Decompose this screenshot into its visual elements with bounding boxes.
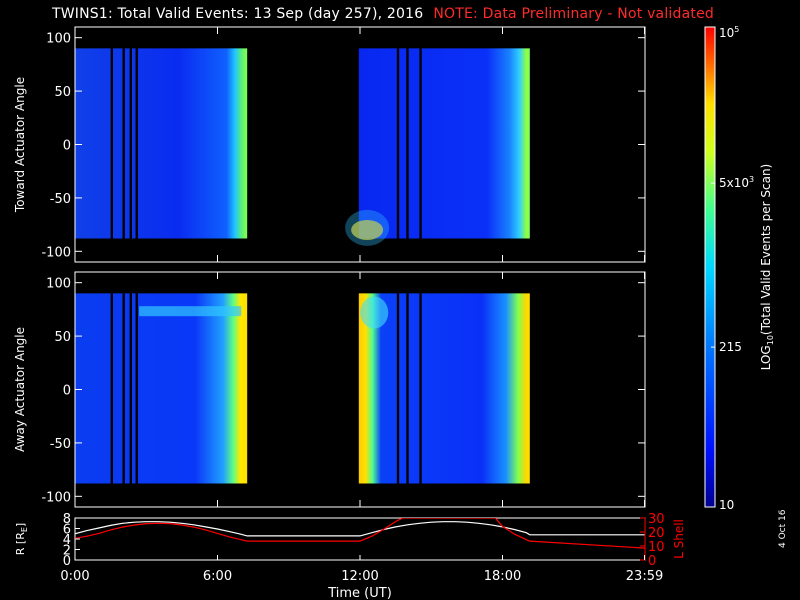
data-gap [129,48,132,239]
data-gap [110,293,113,484]
data-gap [110,48,113,239]
colorbar-tick-label: 10 [719,498,734,512]
data-gap [396,293,400,484]
data-gap [396,48,400,239]
data-gap [135,48,138,239]
colorbar: 105 5x103 215 10 LOG10(Total Valid Events pe… [704,25,775,512]
colorbar-tick-label: 105 [719,25,739,40]
preliminary-note: NOTE: Data Preliminary - Not validated [433,6,714,22]
x-axis-label: Time (UT) [327,586,392,600]
left-y-tick-label: 6 [63,523,71,538]
y-axis-label: Toward Actuator Angle [13,77,27,213]
date-stamp: 4 Oct 16 [778,509,788,548]
left-y-tick-label: 8 [63,512,71,527]
data-block-1 [75,48,248,239]
title-text: TWINS1: Total Valid Events: 13 Sep (day … [52,6,424,22]
right-y-tick-label: 20 [648,526,665,541]
enhancement-region [360,296,389,329]
y-tick-label: -50 [50,437,71,452]
data-block-2 [358,48,530,239]
y-tick-label: 100 [46,32,71,47]
y-tick-label: -100 [41,490,71,505]
data-gap [122,293,125,484]
colorbar-tick-label: 215 [719,340,742,354]
right-y-tick-label: 30 [648,512,665,527]
y-tick-label: -50 [50,192,71,207]
right-y-tick-label: 10 [648,540,665,555]
left-y-tick-label: 0 [63,554,71,569]
enhancement-region [351,219,384,240]
enhancement-band [139,306,242,317]
y-tick-label: -100 [41,245,71,260]
colorbar-tick-label: 5x103 [719,175,754,190]
data-gap [419,48,422,239]
x-tick-label: 23:59 [626,569,663,584]
left-y-axis-label: R [RE] [14,523,29,555]
right-y-tick-label: 0 [648,554,656,569]
data-gap [135,293,138,484]
l-shell-line [75,518,645,549]
x-tick-label: 6:00 [203,569,232,584]
r-distance-line [75,521,645,537]
x-tick-label: 0:00 [60,569,89,584]
data-gap [129,293,132,484]
data-block-1 [75,293,248,484]
data-gap [406,48,409,239]
x-tick-label: 18:00 [484,569,521,584]
y-axis-label: Away Actuator Angle [13,327,27,452]
y-tick-label: 50 [54,85,71,100]
enhancement-halo [345,209,390,246]
data-gap [419,293,422,484]
y-tick-label: 0 [63,139,71,154]
heatmap-panel-1: 100 50 0 -50 -100 Toward Actuator Angle [13,26,646,263]
y-tick-label: 50 [54,330,71,345]
left-y-tick-label: 2 [63,544,71,559]
right-y-axis-label: L Shell [672,519,686,559]
left-y-tick-label: 4 [63,533,71,548]
colorbar-gradient [704,26,716,508]
data-block-2 [358,293,530,484]
heatmap-panel-2: 100 50 0 -50 -100 Away Actuator Angle [13,271,646,508]
panel-frame [74,517,646,561]
chart-title: TWINS1: Total Valid Events: 13 Sep (day … [52,6,714,22]
x-tick-label: 12:00 [341,569,378,584]
colorbar-label: LOG10(Total Valid Events per Scan) [759,164,775,371]
y-tick-label: 100 [46,277,71,292]
data-gap [406,293,409,484]
data-gap [122,48,125,239]
y-tick-label: 0 [63,384,71,399]
